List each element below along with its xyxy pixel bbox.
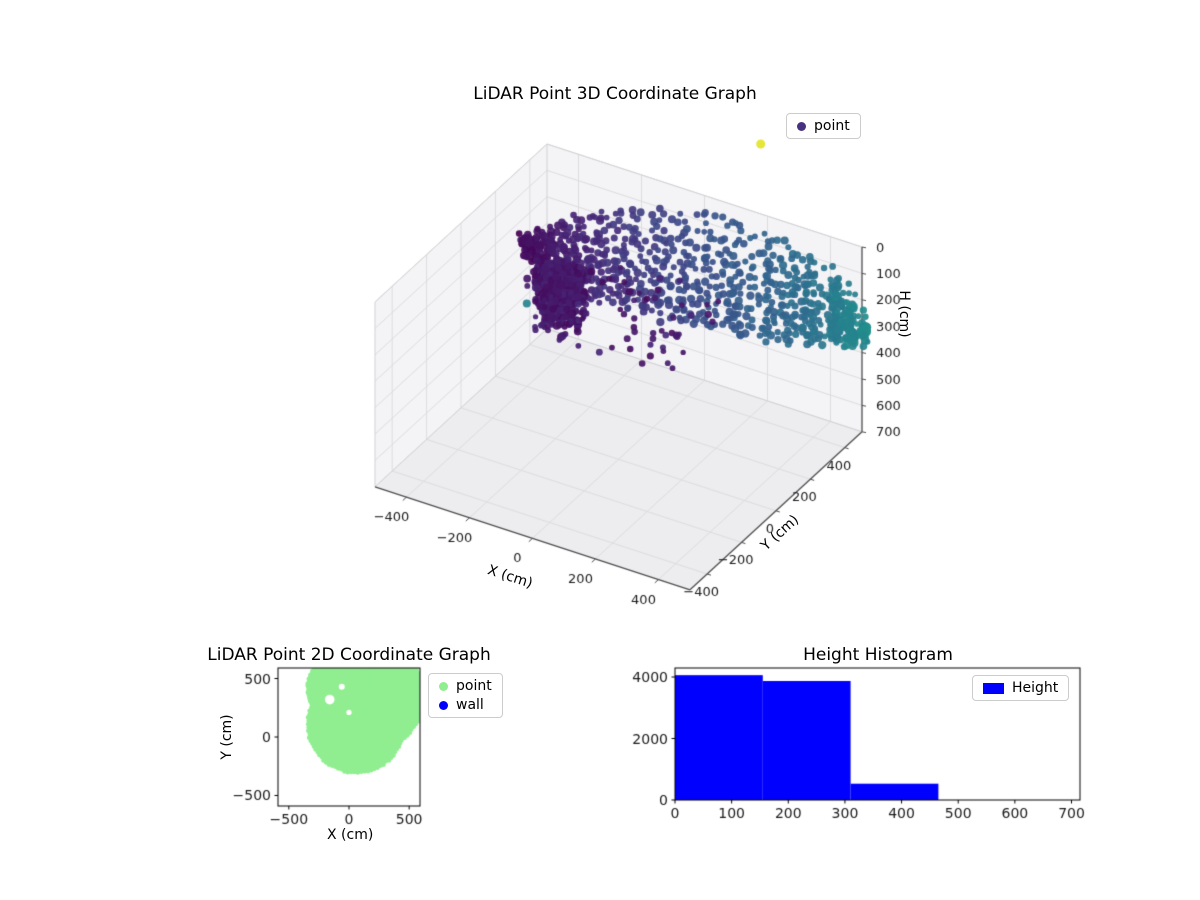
chart2d-point-marker <box>439 681 448 691</box>
chart2d-legend-entry-point: point <box>439 678 492 694</box>
chart3d-legend-point-label: point <box>814 118 850 134</box>
chart3d-legend-entry-point: point <box>797 118 850 134</box>
chart2d-title: LiDAR Point 2D Coordinate Graph <box>207 645 491 665</box>
chart2d-xaxis-label: X (cm) <box>327 827 374 843</box>
chart3d-haxis-label: H (cm) <box>896 290 912 338</box>
chart2d-legend-point-label: point <box>456 678 492 694</box>
histogram-height-marker <box>983 682 1004 694</box>
chart3d-title: LiDAR Point 3D Coordinate Graph <box>473 84 757 104</box>
chart3d-legend: point <box>786 113 861 139</box>
histogram-legend-height-label: Height <box>1012 680 1059 696</box>
histogram-legend-entry-height: Height <box>983 680 1058 696</box>
chart2d-wall-marker <box>439 700 448 710</box>
chart2d-legend: point wall <box>428 673 503 718</box>
chart2d-yaxis-label: Y (cm) <box>219 714 235 760</box>
chart3d-point-marker <box>797 121 806 131</box>
histogram-legend: Height <box>972 675 1070 701</box>
chart2d-legend-entry-wall: wall <box>439 697 492 713</box>
chart2d-legend-wall-label: wall <box>456 697 484 713</box>
histogram-title: Height Histogram <box>803 645 953 665</box>
